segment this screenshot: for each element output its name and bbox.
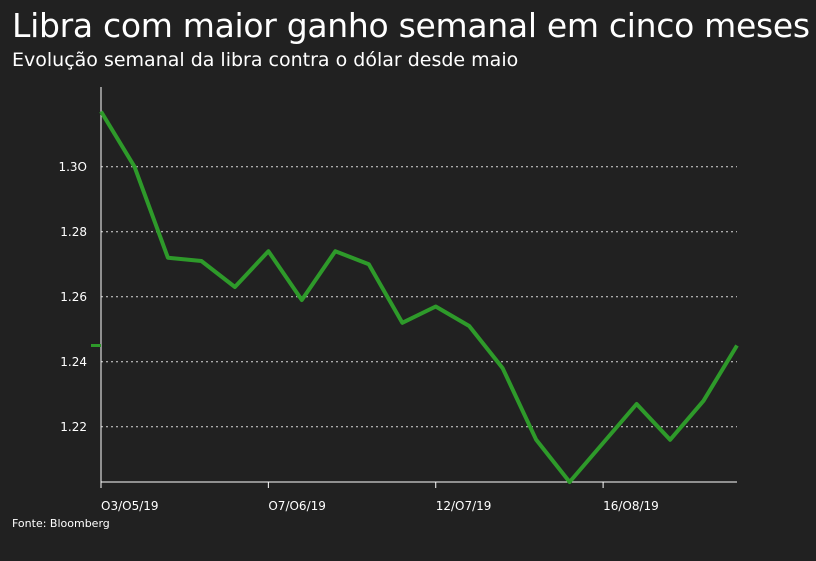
y-tick-label: 1.28 (60, 225, 87, 239)
x-tick-label: 16/O8/19 (603, 499, 659, 513)
series-group (91, 110, 739, 484)
x-axis: O3/O5/19 O7/O6/19 12/O7/19 16/O8/19 (100, 87, 737, 513)
y-tick-label: 1.3O (58, 160, 87, 174)
x-tick-label: O7/O6/19 (268, 499, 326, 513)
x-tick-label: 12/O7/19 (436, 499, 492, 513)
y-tick-label: 1.22 (60, 420, 87, 434)
y-axis: 1.22 1.24 1.26 1.28 1.3O (58, 160, 87, 434)
source-note: Fonte: Bloomberg (12, 517, 110, 530)
y-tick-label: 1.24 (60, 355, 87, 369)
chart-subtitle: Evolução semanal da libra contra o dólar… (12, 49, 519, 71)
series-line (99, 110, 739, 484)
x-tick-label: O3/O5/19 (101, 499, 159, 513)
y-tick-label: 1.26 (60, 290, 87, 304)
gridlines (101, 166, 737, 428)
chart-title: Libra com maior ganho semanal em cinco m… (12, 6, 810, 45)
